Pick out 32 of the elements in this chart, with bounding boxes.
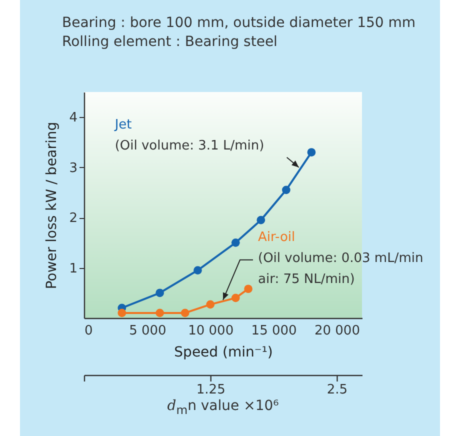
y-tick-label: 2 xyxy=(69,211,78,226)
x-tick-label: 5 000 xyxy=(129,324,166,338)
y-tick-label: 3 xyxy=(69,160,78,176)
point xyxy=(244,284,252,294)
x-axis-title: Speed (min⁻¹) xyxy=(174,344,273,360)
chart-title: Bearing : bore 100 mm, outside diameter 150 mm xyxy=(62,14,417,33)
point xyxy=(180,308,190,318)
annotation: (Oil volume: 3.1 L/min) xyxy=(114,138,264,154)
annotation: (Oil volume: 0.03 mL/min air: 75 NL/min) xyxy=(258,250,424,287)
x2-axis-title: d$_{m}$n value ×10⁶ xyxy=(166,398,280,417)
x-tick-label: 15 000 xyxy=(251,324,297,338)
x-tick-label: 10 000 xyxy=(188,324,234,338)
y-axis-title: Power loss kW / bearing xyxy=(44,122,60,290)
point xyxy=(256,216,266,224)
chart-subtitle: Rolling element : Bearing steel xyxy=(62,33,278,52)
point xyxy=(206,300,215,309)
point xyxy=(194,266,202,274)
point xyxy=(231,238,240,247)
point xyxy=(307,148,316,156)
x-tick-label: 20 000 xyxy=(314,324,360,338)
y-tick-label: 1 xyxy=(69,261,78,276)
x2-tick-label: 1.25 xyxy=(196,382,226,398)
y-tick-label: 4 xyxy=(69,110,78,126)
x2-tick-label: 2.5 xyxy=(326,382,348,398)
point xyxy=(156,288,164,298)
point xyxy=(156,308,164,318)
point xyxy=(118,308,126,318)
point xyxy=(282,186,290,194)
text: Jet xyxy=(114,117,132,132)
point xyxy=(231,294,240,302)
x-tick-label: 0 xyxy=(84,324,93,338)
text: Air-oil xyxy=(258,230,296,245)
